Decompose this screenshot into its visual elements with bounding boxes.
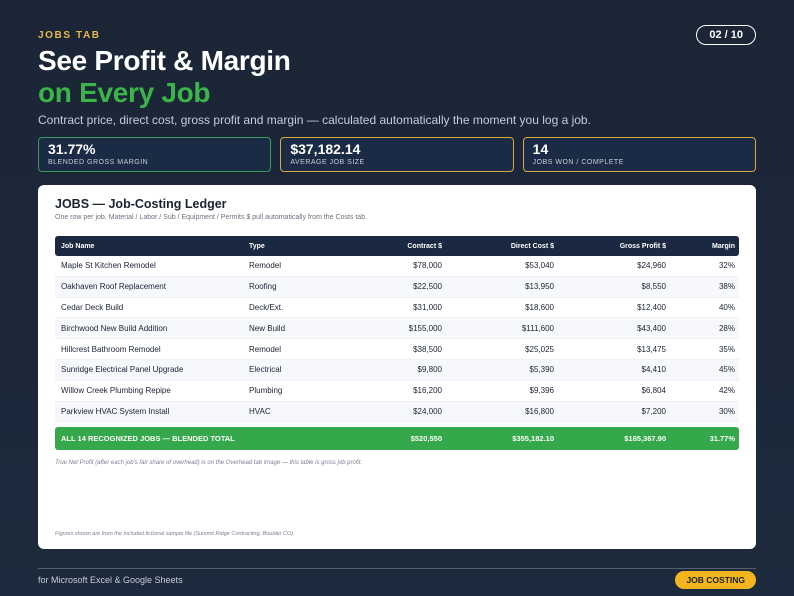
cell-direct-cost[interactable]: $53,040 (525, 261, 554, 271)
cell-contract[interactable]: $24,000 (413, 406, 442, 416)
cell-gross-profit[interactable]: $4,410 (641, 365, 666, 375)
total-contract: $520,550 (410, 434, 442, 444)
ledger-card: JOBS — Job-Costing Ledger One row per jo… (38, 185, 756, 549)
table-row[interactable]: Willow Creek Plumbing Repipe Plumbing $16,… (55, 381, 739, 402)
page-subtitle: Contract price, direct cost, gross profi… (38, 113, 591, 127)
cell-job-name[interactable]: Parkview HVAC System Install (61, 406, 170, 416)
cell-job-name[interactable]: Sunridge Electrical Panel Upgrade (61, 365, 184, 375)
kpi-value: 14 (532, 141, 549, 157)
col-direct-cost[interactable]: Direct Cost $ (510, 242, 554, 250)
table-row[interactable]: Maple St Kitchen Remodel Remodel $78,000 $5… (55, 256, 739, 277)
kpi-value: 31.77% (48, 141, 96, 157)
kpi-blended-margin: 31.77% BLENDED GROSS MARGIN (38, 137, 272, 172)
kpi-label: AVERAGE JOB SIZE (290, 159, 365, 166)
kpi-label: JOBS WON / COMPLETE (532, 159, 624, 166)
card-subtitle: One row per job. Material / Labor / Sub … (55, 214, 368, 221)
cell-direct-cost[interactable]: $25,025 (525, 344, 554, 354)
total-gross-profit: $165,367.90 (624, 434, 666, 444)
cell-contract[interactable]: $22,500 (413, 282, 442, 292)
cell-gross-profit[interactable]: $7,200 (641, 406, 666, 416)
cell-contract[interactable]: $78,000 (413, 261, 442, 271)
cell-type[interactable]: New Build (249, 323, 286, 333)
total-label: ALL 14 RECOGNIZED JOBS — BLENDED TOTAL (61, 434, 235, 444)
table-row[interactable]: Parkview HVAC System Install HVAC $24,000 $… (55, 401, 739, 423)
cell-direct-cost[interactable]: $9,396 (529, 386, 554, 396)
footer-divider (38, 568, 756, 569)
cell-job-name[interactable]: Oakhaven Roof Replacement (61, 282, 166, 292)
cell-contract[interactable]: $16,200 (413, 386, 442, 396)
cell-gross-profit[interactable]: $8,550 (641, 282, 666, 292)
page-title-highlight: on Every Job (38, 77, 211, 108)
table-row[interactable]: Hillcrest Bathroom Remodel Remodel $38,500… (55, 339, 739, 360)
cell-contract[interactable]: $31,000 (413, 302, 442, 312)
cell-margin[interactable]: 30% (718, 406, 735, 416)
table-row[interactable]: Birchwood New Build Addition New Build $15… (55, 318, 739, 340)
cell-type[interactable]: Deck/Ext. (249, 302, 284, 312)
cell-margin[interactable]: 45% (718, 365, 735, 375)
card-title: JOBS — Job-Costing Ledger (55, 197, 227, 211)
cell-type[interactable]: HVAC (249, 406, 271, 416)
cell-direct-cost[interactable]: $5,390 (529, 365, 554, 375)
source-note: Figures shown are from the included fict… (55, 531, 295, 537)
cell-job-name[interactable]: Willow Creek Plumbing Repipe (61, 386, 171, 396)
cell-direct-cost[interactable]: $18,600 (525, 302, 554, 312)
cell-gross-profit[interactable]: $12,400 (637, 302, 666, 312)
col-gross-profit[interactable]: Gross Profit $ (619, 242, 666, 250)
cell-margin[interactable]: 42% (718, 386, 735, 396)
cell-job-name[interactable]: Maple St Kitchen Remodel (61, 261, 156, 271)
cell-margin[interactable]: 38% (718, 282, 735, 292)
total-direct-cost: $355,182.10 (512, 434, 554, 444)
cell-margin[interactable]: 32% (718, 261, 735, 271)
table-body: Maple St Kitchen Remodel Remodel $78,000 $5… (55, 256, 739, 423)
col-type[interactable]: Type (249, 242, 265, 250)
table-header: Job Name Type Contract $ Direct Cost $ G… (55, 236, 739, 256)
cell-margin[interactable]: 28% (718, 323, 735, 333)
total-margin: 31.77% (709, 434, 735, 444)
cell-job-name[interactable]: Birchwood New Build Addition (61, 323, 168, 333)
kpi-row: 31.77% BLENDED GROSS MARGIN $37,182.14 A… (38, 137, 756, 172)
cell-direct-cost[interactable]: $111,600 (521, 323, 554, 333)
cell-contract[interactable]: $155,000 (408, 323, 442, 333)
cell-job-name[interactable]: Hillcrest Bathroom Remodel (61, 344, 161, 354)
kpi-label: BLENDED GROSS MARGIN (48, 159, 149, 166)
kpi-jobs-won: 14 JOBS WON / COMPLETE (522, 137, 756, 172)
cell-margin[interactable]: 40% (718, 302, 735, 312)
col-margin[interactable]: Margin (712, 242, 735, 250)
cell-direct-cost[interactable]: $16,800 (525, 406, 554, 416)
table-note: True Net Profit (after each job's fair s… (55, 460, 363, 466)
table-row[interactable]: Oakhaven Roof Replacement Roofing $22,500 $… (55, 276, 739, 298)
kpi-value: $37,182.14 (290, 141, 361, 157)
cell-contract[interactable]: $38,500 (413, 344, 442, 354)
cell-type[interactable]: Plumbing (249, 386, 283, 396)
cell-type[interactable]: Remodel (249, 261, 282, 271)
page-indicator: 02 / 10 (696, 25, 756, 45)
cell-direct-cost[interactable]: $13,950 (525, 282, 554, 292)
table-total-row[interactable]: ALL 14 RECOGNIZED JOBS — BLENDED TOTAL $… (55, 427, 739, 451)
cell-gross-profit[interactable]: $13,475 (637, 344, 666, 354)
cell-type[interactable]: Electrical (249, 365, 282, 375)
cell-job-name[interactable]: Cedar Deck Build (61, 302, 124, 312)
cell-contract[interactable]: $9,800 (417, 365, 442, 375)
table-row[interactable]: Cedar Deck Build Deck/Ext. $31,000 $18,600 $… (55, 298, 739, 319)
cell-gross-profit[interactable]: $43,400 (637, 323, 666, 333)
cell-gross-profit[interactable]: $24,960 (637, 261, 666, 271)
cell-type[interactable]: Remodel (249, 344, 282, 354)
job-costing-badge: JOB COSTING (675, 571, 756, 589)
eyebrow-label: JOBS TAB (38, 30, 101, 41)
kpi-average-job-size: $37,182.14 AVERAGE JOB SIZE (280, 137, 514, 172)
footer-caption: for Microsoft Excel & Google Sheets (38, 575, 183, 585)
col-contract[interactable]: Contract $ (407, 242, 442, 250)
cell-gross-profit[interactable]: $6,804 (641, 386, 666, 396)
col-job-name[interactable]: Job Name (61, 242, 95, 250)
page-title: See Profit & Margin (38, 45, 291, 76)
cell-margin[interactable]: 35% (718, 344, 735, 354)
table-row[interactable]: Sunridge Electrical Panel Upgrade Electri… (55, 359, 739, 381)
job-costing-table: Job Name Type Contract $ Direct Cost $ G… (55, 236, 739, 451)
cell-type[interactable]: Roofing (249, 282, 277, 292)
